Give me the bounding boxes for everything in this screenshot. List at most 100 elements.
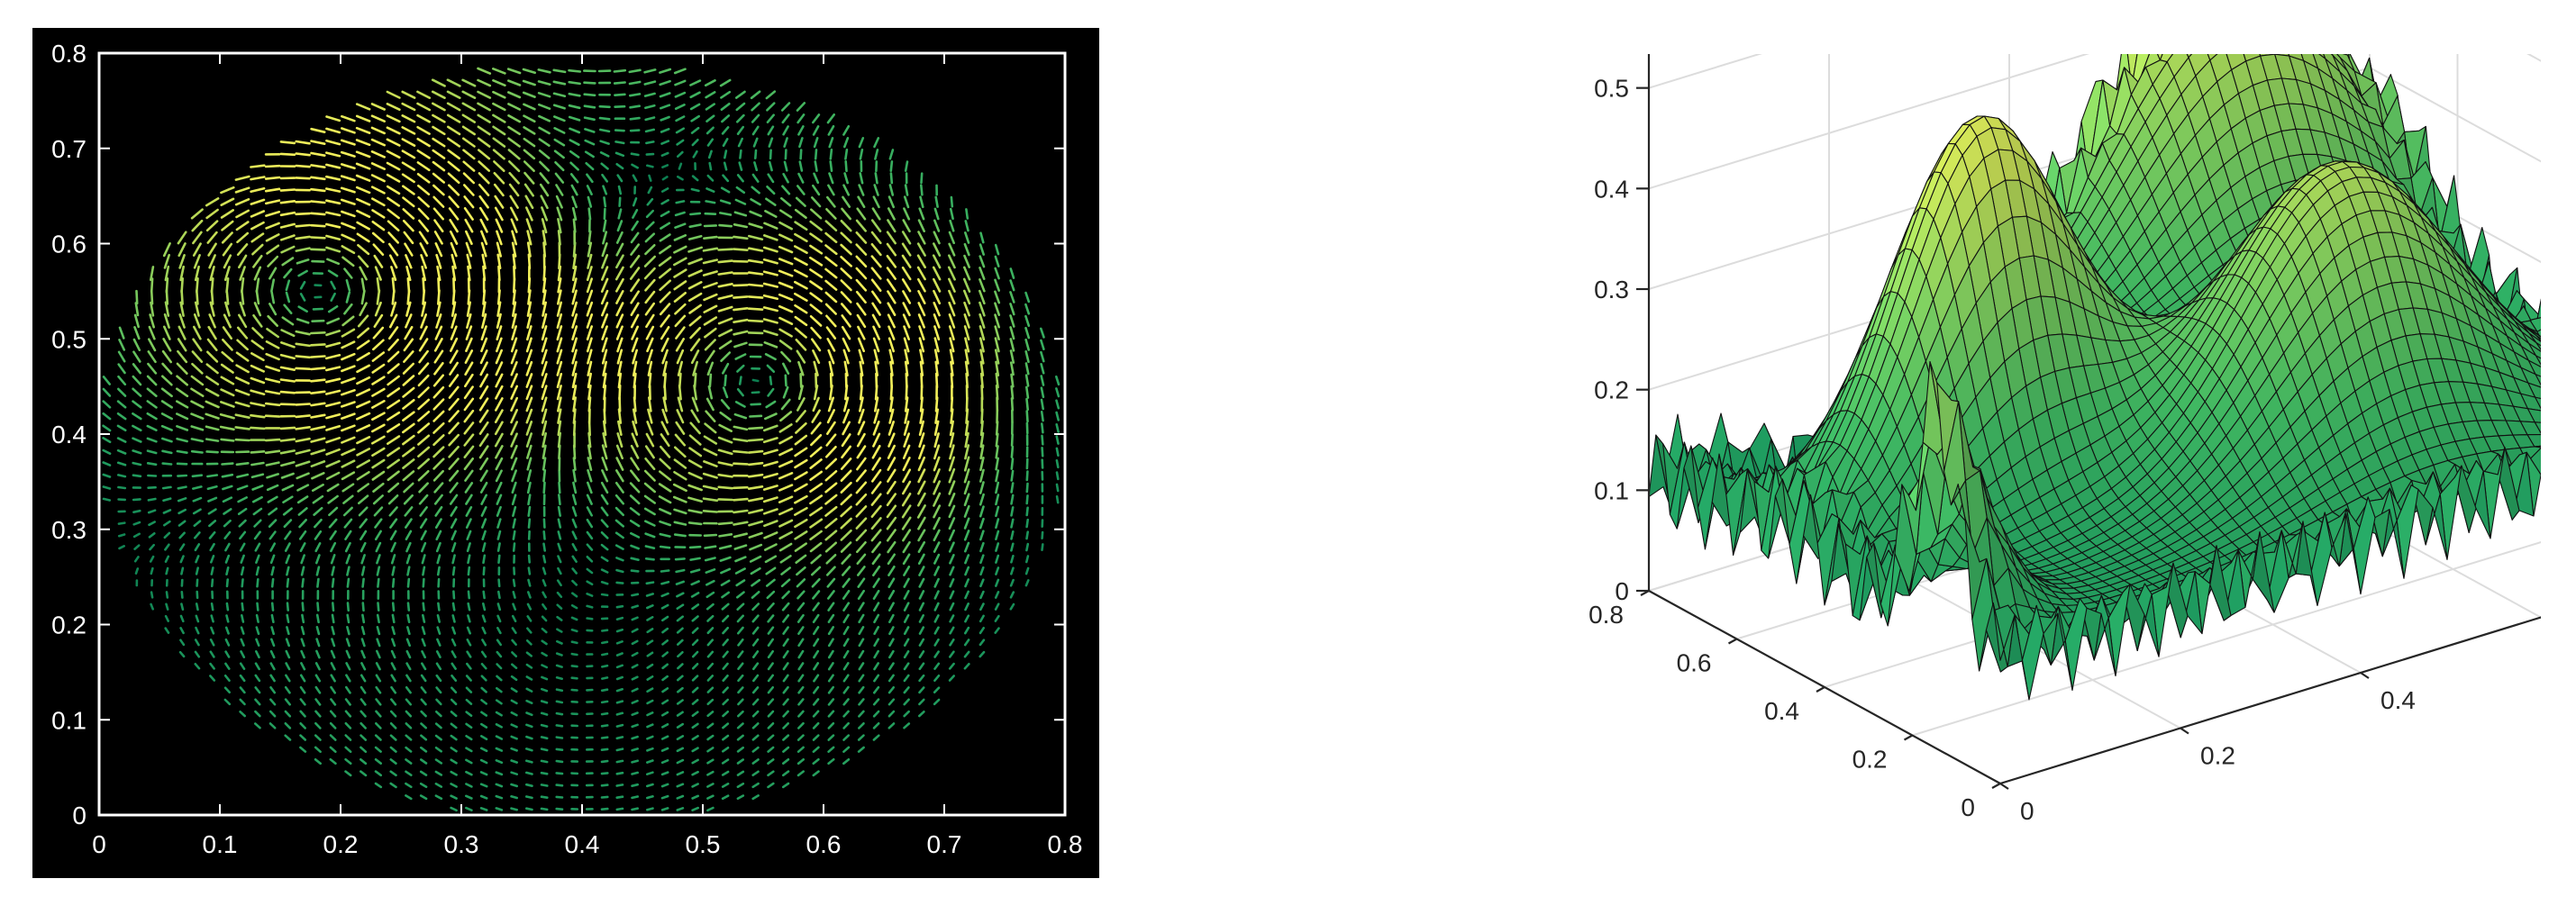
quiver-arrow <box>404 518 413 529</box>
quiver-arrow <box>361 602 365 612</box>
quiver-arrow <box>481 639 487 647</box>
quiver-arrow <box>810 196 822 208</box>
quiver-arrow <box>736 758 745 765</box>
quiver-arrow <box>480 313 487 330</box>
quiver-arrow <box>615 759 624 764</box>
quiver-arrow <box>255 554 260 565</box>
quiver-arrow <box>557 265 562 282</box>
quiver-arrow <box>948 504 956 519</box>
quiver-arrow <box>747 331 764 335</box>
quiver-arrow <box>435 530 442 541</box>
quiver-arrow <box>461 137 476 148</box>
quiver-arrow <box>870 504 882 519</box>
quiver-arrow <box>613 68 627 73</box>
quiver-arrow <box>691 698 699 705</box>
quiver-arrow <box>1041 434 1044 446</box>
quiver-arrow <box>739 149 742 159</box>
quiver-arrow <box>405 746 413 753</box>
quiver-arrow <box>1024 303 1031 315</box>
quiver-arrow <box>767 685 775 694</box>
quiver-arrow <box>889 172 894 185</box>
quiver-arrow <box>449 349 459 364</box>
quiver-arrow <box>192 485 203 490</box>
quiver-arrow <box>979 614 985 623</box>
quiver-arrow <box>825 566 836 576</box>
quiver-arrow <box>387 387 401 398</box>
quiver-arrow <box>749 210 762 218</box>
quiver-arrow <box>793 494 808 504</box>
quiver-arrow <box>316 602 320 612</box>
quiver-arrow <box>737 662 744 671</box>
quiver-arrow <box>918 613 925 623</box>
quiver-arrow <box>660 758 669 765</box>
quiver-arrow <box>793 483 808 493</box>
quiver-arrow <box>314 541 322 553</box>
quiver-arrow <box>555 759 564 764</box>
quiver-arrow <box>161 462 173 466</box>
quiver-arrow <box>674 91 687 98</box>
quiver-arrow <box>825 553 837 565</box>
quiver-arrow <box>479 735 488 741</box>
quiver-arrow <box>537 92 551 98</box>
quiver-arrow <box>313 506 323 516</box>
quiver-arrow <box>828 172 834 185</box>
quiver-arrow <box>375 649 381 659</box>
quiver-arrow <box>979 554 985 565</box>
quiver-arrow <box>325 412 341 420</box>
quiver-arrow <box>541 313 548 330</box>
quiver-arrow <box>496 614 502 623</box>
quiver-arrow <box>451 541 457 553</box>
quiver-arrow <box>747 258 764 264</box>
quiver-arrow <box>299 293 306 302</box>
quiver-arrow <box>1024 579 1030 587</box>
quiver-arrow <box>1055 399 1060 410</box>
quiver-arrow <box>747 307 764 312</box>
quiver-arrow <box>329 721 337 729</box>
quiver-arrow <box>751 186 760 195</box>
quiver-arrow <box>495 337 503 353</box>
quiver-arrow <box>495 361 504 376</box>
quiver-arrow <box>644 532 656 539</box>
quiver-arrow <box>963 289 971 305</box>
quiver-arrow <box>403 231 414 245</box>
quiver-arrow <box>436 566 441 576</box>
quiver-arrow <box>751 686 760 694</box>
quiver-x-tick-label: 0.5 <box>686 830 721 858</box>
quiver-arrow <box>691 139 699 147</box>
quiver-arrow <box>722 686 729 694</box>
quiver-arrow <box>842 734 851 741</box>
quiver-arrow <box>810 421 822 435</box>
quiver-arrow <box>615 687 624 693</box>
quiver-arrow <box>840 529 852 541</box>
quiver-arrow <box>570 640 578 645</box>
quiver-arrow <box>718 340 733 350</box>
quiver-arrow <box>812 698 820 706</box>
quiver-arrow <box>903 337 910 353</box>
quiver-arrow <box>132 449 142 455</box>
quiver-arrow <box>556 579 562 587</box>
quiver-arrow <box>799 372 803 389</box>
quiver-arrow <box>1009 578 1015 587</box>
quiver-arrow <box>279 140 296 145</box>
quiver-arrow <box>375 662 381 671</box>
quiver-arrow <box>117 533 126 538</box>
quiver-arrow <box>511 481 517 494</box>
quiver-arrow <box>147 485 157 490</box>
quiver-arrow <box>778 484 794 492</box>
quiver-arrow <box>691 396 699 412</box>
quiver-arrow <box>995 360 1000 377</box>
quiver-arrow <box>371 231 385 244</box>
quiver-arrow <box>220 388 235 397</box>
quiver-arrow <box>687 280 703 290</box>
quiver-arrow <box>495 699 503 705</box>
quiver-arrow <box>190 438 205 443</box>
quiver-arrow <box>782 685 789 694</box>
quiver-arrow <box>963 313 970 329</box>
quiver-arrow <box>479 722 488 729</box>
quiver-arrow <box>386 114 401 123</box>
quiver-arrow <box>346 566 350 576</box>
quiver-arrow <box>449 337 459 352</box>
quiver-arrow <box>510 373 518 388</box>
quiver-arrow <box>176 424 189 431</box>
quiver-arrow <box>419 782 428 789</box>
